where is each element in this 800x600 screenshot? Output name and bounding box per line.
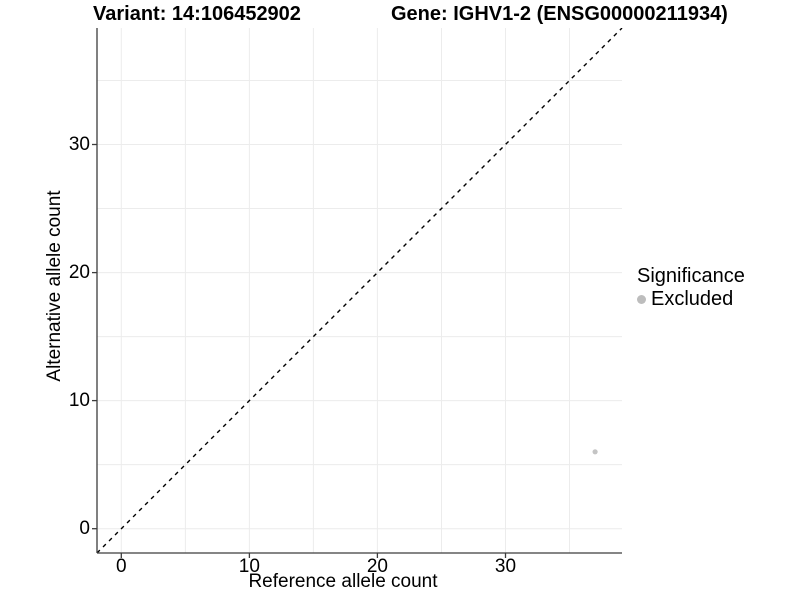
y-tick-label: 10 [68, 389, 90, 411]
plot-panel [92, 28, 623, 558]
y-tick-label: 30 [68, 133, 90, 155]
x-tick-label: 10 [238, 556, 260, 577]
y-axis-label: Alternative allele count [44, 190, 65, 382]
plot-title-gene: Gene: IGHV1-2 (ENSG00000211934) [391, 3, 728, 25]
x-tick-label: 0 [116, 556, 127, 577]
y-tick-label: 0 [79, 517, 90, 539]
legend-title: Significance [637, 265, 745, 287]
legend-item-label: Excluded [651, 288, 734, 310]
legend: Significance Excluded [637, 264, 745, 310]
y-tick-label: 20 [68, 261, 90, 283]
plot-title-variant: Variant: 14:106452902 [93, 3, 301, 25]
x-tick-label: 30 [494, 556, 517, 577]
x-tick-label: 20 [366, 556, 388, 577]
legend-key-dot-icon [637, 295, 646, 304]
legend-item-excluded: Excluded [637, 289, 745, 310]
identity-dashed-line [96, 28, 623, 554]
data-point [592, 449, 598, 455]
x-axis-label: Reference allele count [248, 571, 438, 592]
